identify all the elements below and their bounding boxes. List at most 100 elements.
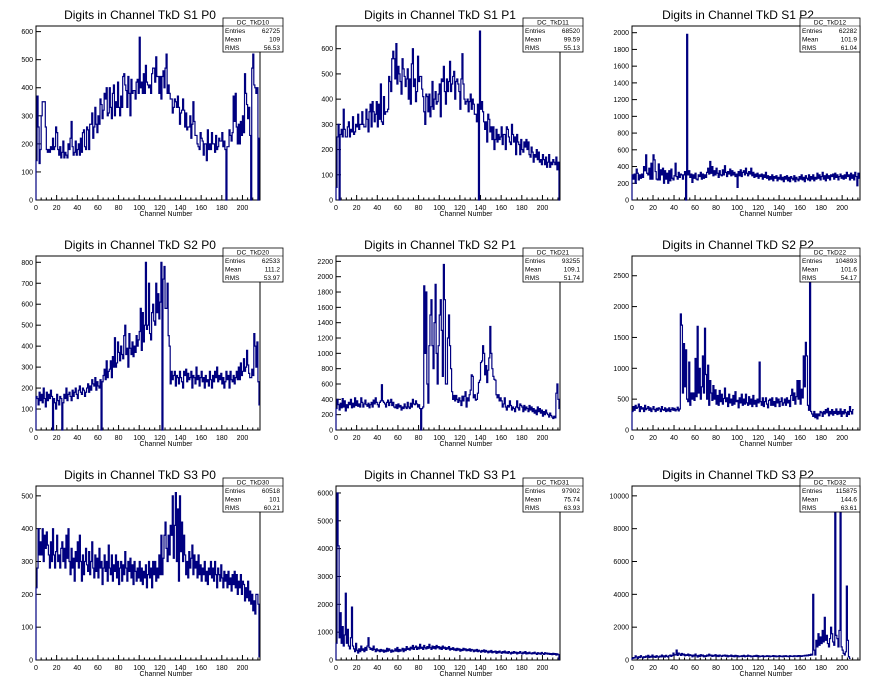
y-tick-label: 0 <box>329 428 333 435</box>
stats-value: 104893 <box>835 258 857 265</box>
y-tick-label: 500 <box>617 397 629 404</box>
stats-key: Mean <box>525 37 542 44</box>
x-tick-label: 140 <box>175 435 187 442</box>
y-tick-label: 2500 <box>613 273 629 280</box>
stats-value: 60.21 <box>264 505 281 512</box>
stats-value: 61.04 <box>841 45 858 52</box>
chart-title: Digits in Channel TkD S1 P0 <box>64 8 216 22</box>
y-tick-label: 200 <box>321 147 333 154</box>
x-tick-label: 140 <box>175 665 187 672</box>
y-tick-label: 100 <box>21 625 33 632</box>
stats-value: 109 <box>269 37 280 44</box>
y-tick-label: 100 <box>321 172 333 179</box>
stats-value: 54.17 <box>841 275 858 282</box>
y-tick-label: 4000 <box>317 546 333 553</box>
stats-value: 55.13 <box>564 45 581 52</box>
stats-value: 56.53 <box>264 45 281 52</box>
x-tick-label: 0 <box>334 205 338 212</box>
stats-key: Mean <box>802 267 819 274</box>
chart-title: Digits in Channel TkD S2 P0 <box>64 238 216 252</box>
y-tick-label: 0 <box>625 428 629 435</box>
chart-panel: Digits in Channel TkD S3 P0 0 20 40 60 80 100 1… <box>21 468 284 678</box>
x-tick-label: 20 <box>649 665 657 672</box>
y-tick-label: 5000 <box>317 518 333 525</box>
x-tick-label: 120 <box>154 205 166 212</box>
x-tick-label: 100 <box>133 665 145 672</box>
y-tick-label: 100 <box>21 407 33 414</box>
stats-value: 115875 <box>836 488 858 495</box>
y-tick-label: 400 <box>321 97 333 104</box>
plot-frame <box>35 25 261 201</box>
x-tick-label: 160 <box>794 435 806 442</box>
y-tick-label: 600 <box>21 29 33 36</box>
y-tick-label: 800 <box>617 131 629 138</box>
x-tick-label: 180 <box>516 435 528 442</box>
stats-name: DC_TkD11 <box>537 20 569 27</box>
y-tick-label: 1600 <box>317 305 333 312</box>
y-tick-label: 3000 <box>317 574 333 581</box>
x-tick-label: 0 <box>630 435 634 442</box>
x-tick-label: 200 <box>537 665 549 672</box>
stats-key: Mean <box>225 37 242 44</box>
chart-title: Digits in Channel TkD S2 P1 <box>364 238 516 252</box>
y-tick-label: 300 <box>321 122 333 129</box>
stats-frame <box>522 17 584 53</box>
y-tick-label: 500 <box>21 493 33 500</box>
x-tick-label: 40 <box>73 435 81 442</box>
x-tick-label: 140 <box>175 205 187 212</box>
y-tick-label: 300 <box>21 113 33 120</box>
x-tick-label: 20 <box>353 435 361 442</box>
x-tick-label: 40 <box>373 435 381 442</box>
x-tick-label: 180 <box>516 205 528 212</box>
x-tick-label: 100 <box>133 435 145 442</box>
stats-value: 99.59 <box>564 37 581 44</box>
stats-key: RMS <box>225 45 240 52</box>
y-tick-label: 200 <box>21 141 33 148</box>
x-tick-label: 80 <box>115 665 123 672</box>
x-tick-label: 80 <box>712 205 720 212</box>
stats-key: Entries <box>525 488 546 495</box>
x-axis-label: Channel Number <box>140 211 194 218</box>
x-tick-label: 0 <box>630 205 634 212</box>
y-tick-label: 1000 <box>317 351 333 358</box>
x-tick-label: 60 <box>94 205 102 212</box>
x-tick-label: 100 <box>133 205 145 212</box>
histogram-series <box>335 30 560 201</box>
chart-title: Digits in Channel TkD S2 P2 <box>662 238 814 252</box>
x-tick-label: 60 <box>94 435 102 442</box>
y-tick-label: 400 <box>21 344 33 351</box>
x-tick-label: 120 <box>154 665 166 672</box>
y-tick-label: 1000 <box>613 366 629 373</box>
stats-key: RMS <box>802 45 817 52</box>
y-tick-label: 400 <box>21 85 33 92</box>
y-tick-label: 2000 <box>613 625 629 632</box>
y-tick-label: 8000 <box>613 526 629 533</box>
x-tick-label: 80 <box>415 665 423 672</box>
x-tick-label: 0 <box>34 205 38 212</box>
stats-value: 101 <box>269 497 280 504</box>
stats-key: Entries <box>802 258 823 265</box>
y-tick-label: 400 <box>617 164 629 171</box>
x-tick-label: 100 <box>433 435 445 442</box>
plot-frame <box>631 25 861 201</box>
x-tick-label: 40 <box>373 665 381 672</box>
plot-frame <box>35 255 261 431</box>
x-tick-label: 60 <box>394 435 402 442</box>
y-tick-label: 1800 <box>613 47 629 54</box>
x-tick-label: 100 <box>433 665 445 672</box>
histogram-series <box>631 33 860 201</box>
x-tick-label: 180 <box>815 435 827 442</box>
y-tick-label: 1800 <box>317 290 333 297</box>
x-tick-label: 200 <box>836 205 848 212</box>
stats-value: 101.6 <box>841 267 858 274</box>
stats-name: DC_TkD30 <box>237 480 270 487</box>
x-axis-label: Channel Number <box>140 671 194 678</box>
chart-title: Digits in Channel TkD S3 P2 <box>662 468 814 482</box>
histogram-series <box>631 265 854 430</box>
stats-key: Entries <box>802 488 823 495</box>
x-tick-label: 180 <box>216 665 228 672</box>
y-tick-label: 2000 <box>317 274 333 281</box>
stats-frame <box>222 17 284 53</box>
histogram-series <box>35 491 260 660</box>
